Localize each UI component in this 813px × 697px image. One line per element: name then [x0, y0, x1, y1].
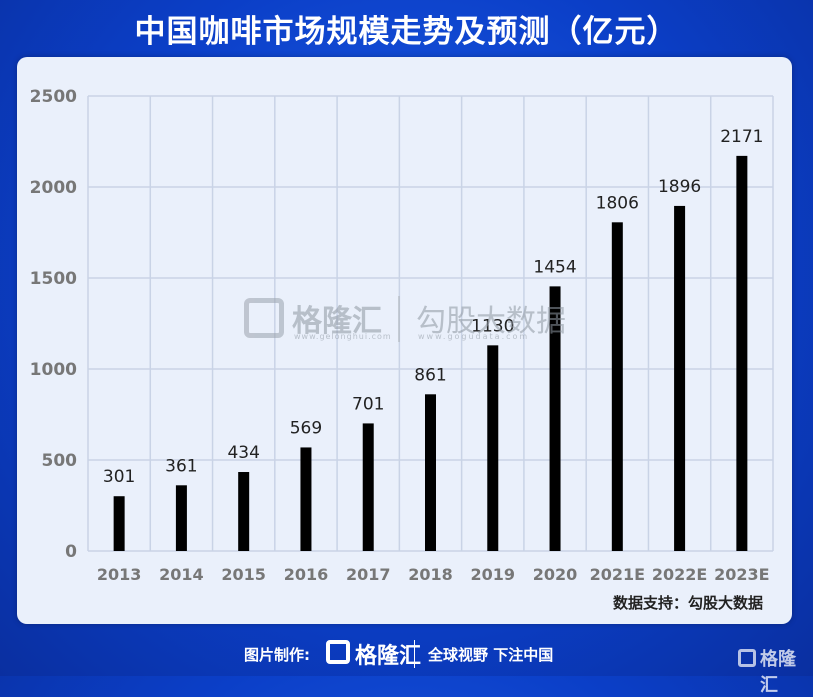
y-tick-label: 2500	[30, 87, 77, 107]
chart-title: 中国咖啡市场规模走势及预测（亿元）	[134, 14, 679, 50]
bar-data-label: 861	[414, 365, 446, 385]
watermark-logo-icon	[244, 298, 284, 338]
bar-data-label: 1896	[658, 177, 701, 197]
chart-card	[17, 57, 792, 624]
x-tick-label: 2022E	[652, 565, 707, 584]
bar	[736, 155, 748, 552]
watermark-brand-url: www.gelonghui.com	[294, 332, 392, 341]
bar	[175, 485, 187, 551]
watermark-data-brand: 勾股大数据	[416, 304, 566, 339]
bar-data-label: 434	[227, 443, 259, 463]
watermark-divider	[398, 296, 400, 342]
bar	[611, 222, 623, 552]
bar-data-label: 301	[103, 467, 135, 487]
x-tick-label: 2013	[97, 565, 142, 584]
bar-chart: 0 500 1000 1500 2000 2500 301 361 434 569 701 861 1…	[30, 87, 774, 584]
watermark: 格隆汇 www.gelonghui.com 勾股大数据 www.gogudata…	[226, 292, 606, 352]
bar-data-label: 2171	[720, 127, 763, 147]
corner-brand: 格隆汇	[760, 649, 796, 696]
footer-divider	[414, 640, 415, 668]
corner-logo-icon	[738, 649, 756, 667]
x-tick-label: 2019	[471, 565, 516, 584]
bar	[549, 286, 561, 551]
footer-label: 图片制作:	[244, 646, 310, 664]
bar	[487, 345, 499, 551]
bar	[425, 394, 436, 551]
bar-data-label: 1130	[471, 316, 514, 336]
x-tick-label: 2021E	[590, 565, 645, 584]
bar	[362, 423, 374, 551]
bar-data-label: 1454	[533, 257, 576, 277]
bar	[674, 205, 686, 552]
x-tick-label: 2015	[221, 565, 266, 584]
y-tick-label: 1000	[30, 360, 77, 380]
y-tick-label: 2000	[30, 178, 77, 198]
bar	[113, 496, 125, 551]
y-tick-label: 1500	[30, 269, 77, 289]
watermark-brand: 格隆汇	[292, 304, 382, 339]
data-source: 数据支持：勾股大数据	[613, 594, 764, 612]
x-tick-label: 2014	[159, 565, 204, 584]
footer-slogan: 全球视野 下注中国	[428, 646, 554, 664]
x-tick-label: 2020	[533, 565, 578, 584]
footer-logo-icon	[326, 640, 350, 664]
y-tick-label: 0	[65, 542, 77, 562]
y-tick-label: 500	[42, 451, 78, 471]
bar-data-label: 1806	[596, 193, 639, 213]
bar	[238, 472, 250, 551]
bar	[300, 447, 312, 551]
footer: 图片制作: 格隆汇 全球视野 下注中国 格隆汇	[0, 634, 813, 696]
footer-brand: 格隆汇	[355, 644, 422, 669]
watermark-data-url: www.gogudata.com	[418, 332, 530, 341]
bar-data-label: 361	[165, 456, 197, 476]
x-tick-label: 2023E	[714, 565, 769, 584]
x-tick-label: 2016	[284, 565, 329, 584]
bar-data-label: 701	[352, 394, 384, 414]
x-tick-label: 2017	[346, 565, 391, 584]
x-tick-label: 2018	[408, 565, 453, 584]
bar-data-label: 569	[290, 418, 322, 438]
